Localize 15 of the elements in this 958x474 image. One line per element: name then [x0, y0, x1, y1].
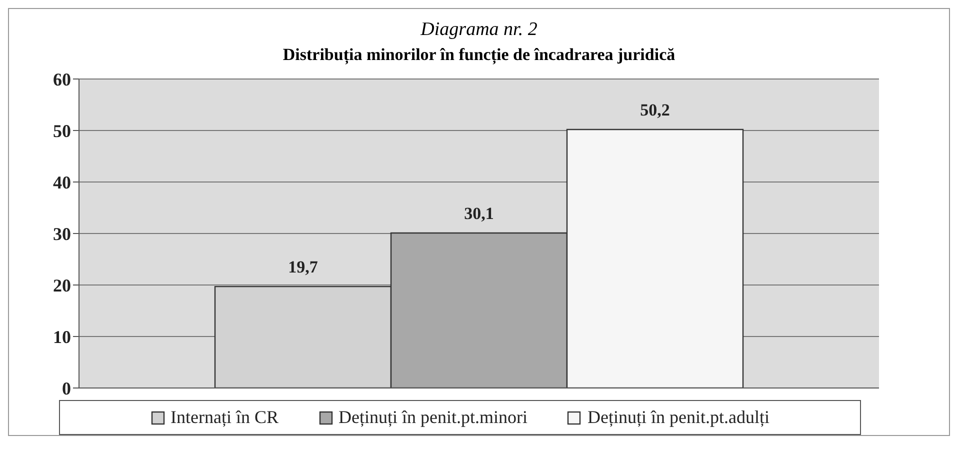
legend-label: Internați în CR — [170, 407, 278, 428]
y-tick-label: 60 — [53, 69, 71, 90]
legend-label: Deținuți în penit.pt.minori — [338, 407, 528, 428]
y-tick-label: 30 — [53, 224, 71, 244]
y-tick-label: 10 — [53, 326, 71, 347]
chart-title: Diagrama nr. 2 — [420, 19, 538, 41]
y-tick-label: 0 — [62, 378, 71, 398]
y-tick-label: 20 — [53, 275, 71, 296]
data-label: 50,2 — [640, 100, 670, 120]
chart-subtitle: Distribuția minorilor în funcție de încadrarea juridică — [282, 45, 676, 65]
data-label: 30,1 — [464, 204, 494, 223]
legend-label: Deținuți în penit.pt.adulți — [587, 407, 770, 428]
y-tick-label: 40 — [53, 172, 71, 192]
data-label: 19,7 — [288, 258, 318, 277]
y-tick-label: 50 — [53, 120, 71, 141]
